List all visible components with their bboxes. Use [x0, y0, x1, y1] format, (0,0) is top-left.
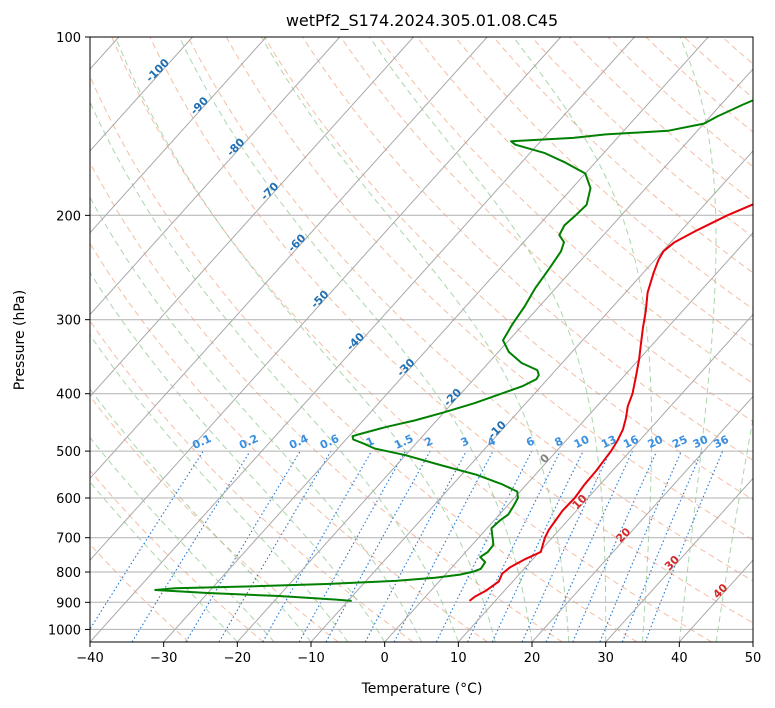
moist-adiabat: [90, 334, 349, 642]
temperature-profile: [468, 203, 753, 602]
mixing-ratio-line: [131, 450, 251, 642]
isotherm-line: [384, 232, 753, 642]
mixing-ratio-line: [621, 450, 703, 642]
dry-adiabat: [90, 320, 414, 642]
dry-adiabat: [111, 37, 712, 642]
y-tick-label: 700: [56, 532, 81, 547]
mixing-ratio-label: 13: [599, 433, 618, 451]
moist-adiabat: [90, 271, 386, 642]
isotherm-line: [90, 37, 488, 480]
x-tick-label: 50: [745, 651, 762, 666]
mixing-ratio-line: [467, 450, 561, 642]
x-tick-label: −20: [224, 651, 251, 666]
mixing-ratio-label: 25: [670, 433, 689, 451]
dry-adiabat: [340, 37, 753, 423]
moist-adiabat: [678, 37, 717, 642]
isotherm-line: [90, 37, 193, 152]
mixing-ratio-line: [325, 450, 431, 642]
chart-title: wetPf2_S174.2024.305.01.08.C45: [286, 11, 558, 31]
isotherm-line: [457, 313, 753, 642]
isotherm-line: [236, 68, 753, 642]
isotherm-line: [605, 477, 753, 642]
dry-adiabat: [90, 75, 638, 642]
mixing-ratio-label: 30: [691, 433, 711, 451]
x-tick-label: 30: [597, 651, 614, 666]
y-tick-label: 300: [56, 314, 81, 329]
isotherm-lines: [90, 37, 753, 642]
y-tick-label: 1000: [48, 623, 81, 638]
moist-adiabat: [90, 100, 459, 642]
dry-adiabat: [493, 37, 753, 274]
x-tick-label: −40: [76, 651, 103, 666]
y-tick-label: 400: [56, 388, 81, 403]
x-tick-label: 40: [671, 651, 688, 666]
y-tick-label: 600: [56, 492, 81, 507]
dry-adiabat: [90, 242, 488, 642]
y-tick-label: 500: [56, 445, 81, 460]
dewpoint-profile: [154, 99, 753, 602]
x-tick-label: −30: [150, 651, 177, 666]
mixing-ratio-label: 20: [646, 433, 666, 451]
mixing-ratio-line: [545, 450, 633, 642]
mixing-ratio-label: 36: [712, 433, 732, 451]
x-axis: −40 −30 −20 −10 0 10 20 30 40 50: [76, 642, 761, 666]
y-tick-label: 900: [56, 596, 81, 611]
moist-adiabat: [512, 37, 653, 642]
pressure-gridlines: [90, 37, 753, 630]
x-tick-label: 20: [524, 651, 541, 666]
moist-adiabat: [90, 436, 275, 642]
mixing-ratio-line: [90, 450, 204, 631]
moist-adiabat: [715, 415, 753, 642]
isotherm-line: [90, 37, 267, 234]
dry-adiabat: [607, 37, 753, 168]
mixing-ratio-line: [491, 450, 584, 642]
dry-adiabat: [264, 37, 753, 501]
plot-frame: [89, 36, 754, 643]
isotherm-line: [163, 37, 709, 642]
isotherm-line: [90, 37, 562, 561]
mixing-ratio-line: [185, 450, 301, 642]
mixing-ratio-label: 16: [621, 433, 641, 451]
mixing-ratio-line: [262, 450, 373, 642]
x-tick-label: 10: [450, 651, 467, 666]
y-axis-label: Pressure (hPa): [12, 290, 28, 390]
y-tick-label: 800: [56, 566, 81, 581]
x-axis-label: Temperature (°C): [361, 681, 483, 697]
dry-adiabat: [149, 37, 753, 624]
mixing-ratio-line: [599, 450, 682, 642]
isotherm-line: [310, 150, 753, 642]
dry-adiabat: [416, 37, 753, 347]
y-tick-label: 200: [56, 209, 81, 224]
isotherm-line: [90, 37, 341, 316]
y-axis: 100 200 300 400 500 600 700 800 900 1000: [48, 31, 90, 638]
dry-adiabat: [454, 37, 753, 310]
moist-adiabat: [114, 37, 496, 642]
mixing-ratio-line: [218, 450, 332, 642]
moist-adiabat: [261, 37, 570, 642]
x-tick-label: −10: [297, 651, 324, 666]
x-tick-label: 0: [381, 651, 389, 666]
moist-adiabat: [90, 481, 238, 642]
dry-adiabat: [90, 161, 563, 642]
mixing-ratio-line: [298, 450, 406, 642]
isotherm-line: [90, 37, 414, 398]
moist-adiabat: [178, 37, 533, 642]
dry-adiabat: [187, 37, 753, 582]
mixing-ratio-line: [521, 450, 611, 642]
isotherm-line: [90, 37, 635, 642]
moist-adiabat: [369, 37, 607, 642]
mixing-ratio-label: 10: [572, 433, 592, 451]
dry-adiabat: [225, 37, 753, 541]
sounding-profiles: [154, 99, 753, 602]
dry-adiabat: [378, 37, 753, 384]
isotherm-line: [531, 395, 753, 642]
y-tick-label: 100: [56, 31, 81, 46]
